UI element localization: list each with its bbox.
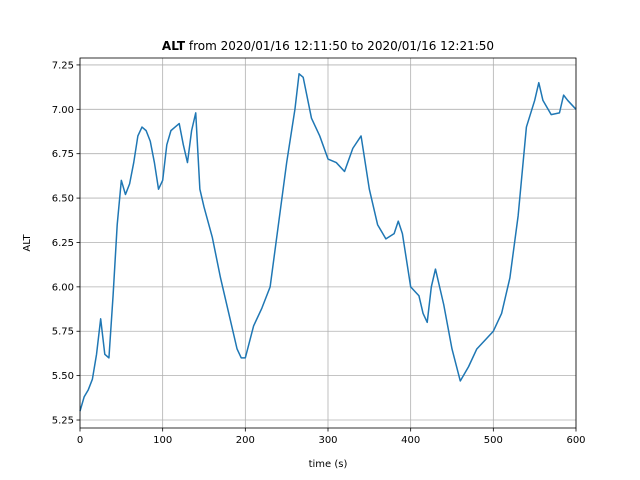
title-rest: from 2020/01/16 12:11:50 to 2020/01/16 1…: [189, 39, 494, 53]
y-tick-label: 7.00: [52, 105, 74, 116]
plot-frame: [79, 57, 577, 429]
x-tick-label: 400: [401, 435, 420, 446]
x-tick-label: 200: [236, 435, 255, 446]
x-tick-label: 500: [484, 435, 503, 446]
y-tick-label: 5.25: [52, 416, 74, 427]
y-tick-label: 6.25: [52, 238, 74, 249]
x-tick-label: 300: [318, 435, 337, 446]
x-axis-label: time (s): [309, 459, 348, 470]
title-bold: ALT: [162, 39, 186, 53]
chart-title: ALT from 2020/01/16 12:11:50 to 2020/01/…: [162, 39, 494, 53]
y-tick-label: 6.75: [52, 149, 74, 160]
y-tick-label: 7.25: [52, 60, 74, 71]
x-tick-label: 600: [566, 435, 585, 446]
y-tick-label: 6.50: [52, 194, 74, 205]
y-tick-label: 6.00: [52, 282, 74, 293]
data-line: [79, 73, 577, 412]
y-tick-label: 5.50: [52, 371, 74, 382]
x-tick-label: 0: [77, 435, 83, 446]
x-tick-label: 100: [153, 435, 172, 446]
y-tick-label: 5.75: [52, 327, 74, 338]
y-axis-label: ALT: [22, 234, 33, 252]
